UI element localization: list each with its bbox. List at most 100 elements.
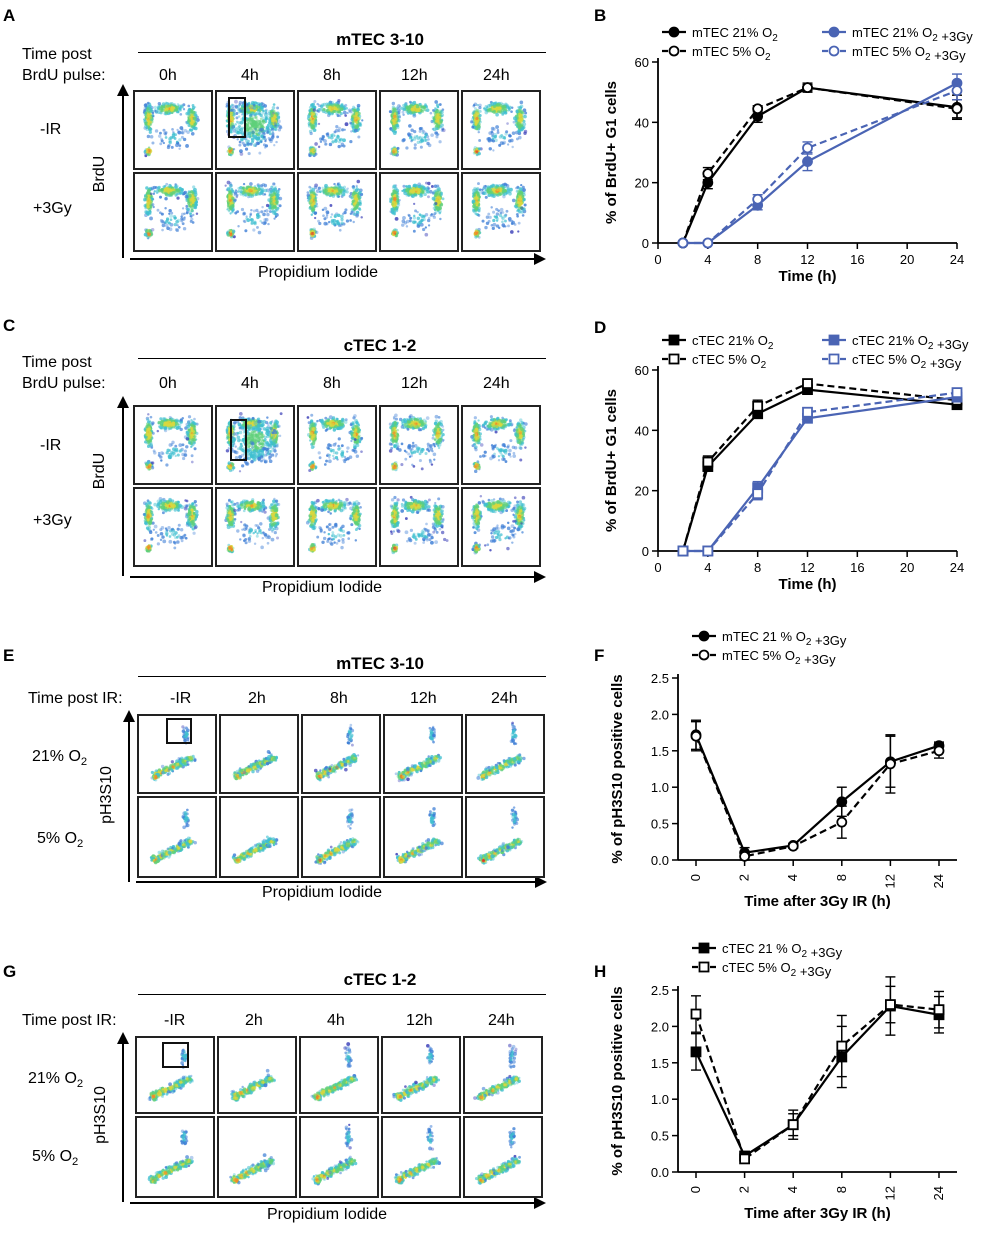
panel-c-row-header-1: Time post [22,354,92,372]
panel-label-e: E [3,646,14,666]
data-point [692,732,701,741]
series-line [696,1005,939,1159]
panel-a-tp-3: 12h [401,67,428,85]
panel-c-tp-2: 8h [323,375,341,393]
panel-g-plot-r0-c3 [381,1036,461,1114]
y-tick-label: 2.5 [651,671,669,686]
panel-c-plot-r1-c2 [297,487,377,567]
panel-e-density-plot [221,798,297,876]
panel-a-plot-r1-c1 [215,172,295,252]
x-tick-label: 4 [785,874,800,881]
panel-a-row-1: +3Gy [33,200,72,218]
panel-g-density-plot [301,1038,377,1112]
panel-c-density-plot [135,489,211,565]
panel-e-title-rule [138,676,546,677]
legend-marker [700,632,709,641]
panel-a-density-plot [381,92,457,168]
panel-e-density-plot [467,798,543,876]
data-point [837,818,846,827]
panel-g-x-arrow [534,1197,546,1209]
panel-g-row-0: 21% O2 [28,1070,83,1090]
panel-c-tp-4: 24h [483,375,510,393]
panel-c-y-arrow [117,396,129,408]
legend-marker [830,355,839,364]
panel-c-x-title: Propidium Iodide [262,579,382,597]
panel-label-a: A [3,6,15,26]
panel-a-plot-r0-c3 [379,90,459,170]
data-point [678,547,687,556]
legend-label: cTEC 5% O2 +3Gy [722,960,832,979]
panel-e-density-plot [221,716,297,792]
panel-c-tp-3: 12h [401,375,428,393]
series-3 [678,388,962,555]
x-tick-label: 20 [900,560,914,575]
panel-c-density-plot [463,489,539,565]
series-1 [691,986,944,1163]
data-point [703,169,712,178]
panel-a-density-plot [299,174,375,250]
data-point [953,86,962,95]
x-tick-label: 4 [704,560,711,575]
legend-marker [700,963,709,972]
panel-g-x-title: Propidium Iodide [267,1206,387,1224]
data-point [703,547,712,556]
panel-a-density-plot [135,92,211,168]
panel-e-density-plot [385,798,461,876]
legend-marker [670,336,679,345]
y-tick-label: 0.0 [651,1165,669,1180]
panel-e-plot-r1-c1 [219,796,299,878]
panel-e-plot-r0-c4 [465,714,545,794]
panel-c-tp-1: 4h [241,375,259,393]
panel-g-density-plot [465,1038,541,1112]
panel-g-density-plot [301,1118,377,1196]
panel-g-density-plot [219,1038,295,1112]
panel-e-tp-3: 12h [410,690,437,708]
panel-g-tp-3: 12h [406,1012,433,1030]
panel-a-x-axis [130,258,535,260]
panel-e-title: mTEC 3-10 [220,654,540,674]
panel-a-plot-r0-c1 [215,90,295,170]
legend-marker [830,28,839,37]
panel-g-plot-r1-c0 [135,1116,215,1198]
panel-g-title-rule [138,994,546,995]
y-tick-label: 60 [635,55,649,70]
x-tick-label: 4 [704,252,711,267]
panel-g-tp-0: -IR [164,1012,185,1030]
legend-marker [700,651,709,660]
series-line [696,735,939,853]
legend-label: mTEC 5% O2 [692,44,771,63]
legend-marker [670,355,679,364]
legend-marker [670,47,679,56]
panel-g-density-plot [383,1118,459,1196]
x-tick-label: 24 [931,1186,946,1200]
panel-g-density-plot [383,1038,459,1112]
panel-g-plot-r0-c4 [463,1036,543,1114]
panel-e-tp-0: -IR [170,690,191,708]
legend-label: mTEC 21% O2 +3Gy [852,25,973,44]
panel-a-row-0: -IR [40,121,61,139]
x-tick-label: 20 [900,252,914,267]
data-point [753,104,762,113]
panel-a-plot-r1-c4 [461,172,541,252]
panel-a-plot-r1-c2 [297,172,377,252]
panel-c-plot-r1-c4 [461,487,541,567]
panel-g-tp-4: 24h [488,1012,515,1030]
data-point [886,759,895,768]
panel-c-plot-r0-c4 [461,405,541,485]
panel-a-title: mTEC 3-10 [220,30,540,50]
panel-e-y-arrow [123,710,135,722]
panel-e-plot-r0-c1 [219,714,299,794]
data-point [789,842,798,851]
y-axis-title: % of pH3S10 positive cells [609,674,626,863]
y-tick-label: 1.5 [651,744,669,759]
panel-a-tp-2: 8h [323,67,341,85]
panel-a-tp-1: 4h [241,67,259,85]
panel-c-title: cTEC 1-2 [220,336,540,356]
legend-label: mTEC 21 % O2 +3Gy [722,629,847,648]
panel-c-gate [230,419,247,461]
